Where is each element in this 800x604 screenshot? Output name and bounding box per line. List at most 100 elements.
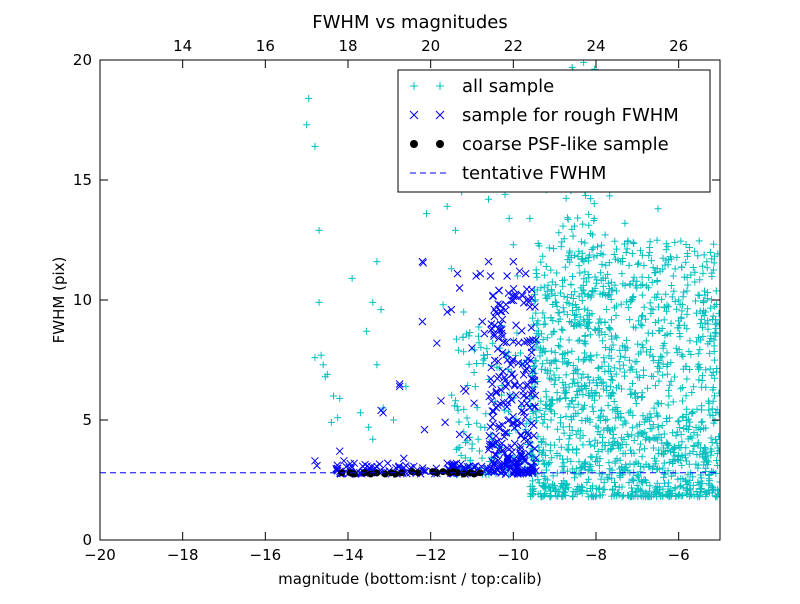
data-point [493, 363, 501, 371]
data-point [637, 462, 645, 470]
data-point [593, 351, 601, 359]
data-point [653, 465, 661, 473]
data-point [634, 260, 642, 268]
data-point [624, 304, 632, 312]
data-point [305, 94, 313, 102]
data-point [579, 441, 587, 449]
data-point [690, 491, 698, 499]
data-point [663, 370, 671, 378]
data-point [475, 339, 483, 347]
data-point [627, 363, 635, 371]
data-point [684, 471, 692, 479]
data-point [683, 287, 691, 295]
data-point [611, 459, 619, 467]
data-point [587, 356, 595, 364]
data-point [562, 194, 570, 202]
data-point [527, 285, 536, 294]
data-point [473, 359, 481, 367]
data-point [663, 418, 671, 426]
data-point [679, 383, 687, 391]
data-point [710, 485, 718, 493]
data-point [537, 284, 545, 292]
data-point [702, 366, 710, 374]
data-point [698, 418, 706, 426]
data-point [664, 467, 672, 475]
data-point [528, 336, 537, 344]
data-point [672, 344, 680, 352]
data-point [649, 373, 657, 380]
data-point [498, 439, 506, 448]
data-point [489, 407, 498, 416]
legend-marker [435, 110, 445, 120]
data-point [698, 315, 706, 323]
data-point [560, 292, 568, 300]
data-point [678, 263, 686, 271]
data-point [630, 437, 638, 445]
data-point [553, 389, 561, 397]
data-point [699, 269, 707, 277]
data-point [622, 249, 630, 256]
data-point [646, 410, 654, 418]
legend-entry-2: coarse PSF-like sample [410, 134, 669, 155]
data-point [679, 365, 687, 373]
data-point [610, 364, 618, 372]
data-point [510, 381, 519, 390]
data-point [664, 440, 672, 448]
data-point [503, 272, 511, 280]
data-point [588, 403, 596, 411]
data-point [483, 345, 491, 353]
data-point [447, 265, 455, 273]
data-point [604, 424, 612, 432]
data-point [699, 299, 707, 307]
data-point [556, 315, 564, 323]
data-point [600, 479, 608, 487]
data-point [660, 450, 668, 458]
data-point [596, 430, 604, 438]
data-point [555, 435, 563, 443]
data-point [503, 460, 512, 468]
data-point [518, 291, 527, 300]
data-point [619, 421, 627, 429]
data-point [599, 485, 607, 493]
data-point [589, 244, 597, 252]
data-point [607, 332, 615, 340]
data-point [684, 435, 692, 443]
data-point [597, 241, 605, 249]
data-point [696, 364, 704, 372]
data-point [652, 457, 660, 465]
data-point [457, 451, 465, 459]
data-point [593, 252, 601, 260]
x-tick-label: −20 [84, 546, 116, 564]
data-point [547, 407, 555, 415]
data-point [567, 281, 575, 289]
data-point [638, 393, 646, 401]
data-point [595, 331, 603, 339]
data-point [470, 399, 478, 408]
legend-box [397, 69, 711, 193]
data-point [528, 375, 537, 384]
data-point [666, 414, 674, 422]
data-point [566, 247, 574, 255]
data-point [709, 384, 717, 392]
data-point [489, 339, 497, 347]
data-point [639, 412, 647, 420]
data-point [663, 439, 671, 447]
data-point [576, 464, 584, 472]
data-point [523, 359, 531, 368]
data-point [597, 412, 605, 420]
data-point [655, 303, 663, 311]
data-point [702, 464, 710, 472]
data-point [576, 320, 584, 328]
data-point [669, 457, 677, 465]
data-point [593, 382, 601, 390]
data-point [539, 448, 547, 456]
data-point [573, 485, 581, 493]
data-point [595, 462, 603, 470]
data-point [688, 409, 696, 417]
data-point [579, 220, 587, 228]
data-point [601, 318, 609, 326]
data-point [575, 458, 583, 466]
data-point [567, 319, 575, 327]
data-point [543, 334, 551, 342]
data-point [638, 251, 646, 259]
